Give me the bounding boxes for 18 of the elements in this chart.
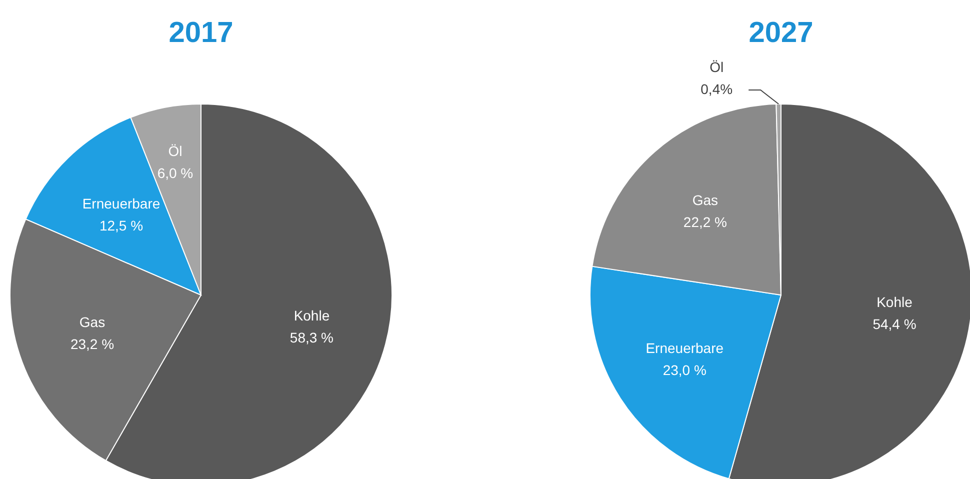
- chart-title: 2017: [168, 17, 234, 49]
- data-label: 54,4 %: [872, 316, 916, 332]
- data-label: 0,4%: [700, 81, 733, 98]
- data-label: 22,2 %: [683, 214, 728, 230]
- slice-label: Erneuerbare: [82, 196, 160, 212]
- slice-label: Gas: [79, 314, 106, 330]
- data-label: 6,0 %: [157, 164, 194, 181]
- data-label: 12,5 %: [99, 218, 144, 234]
- data-label: 23,2 %: [70, 336, 114, 352]
- data-label: 23,0 %: [662, 362, 706, 378]
- slice-label: Erneuerbare: [646, 340, 724, 356]
- data-label: 58,3 %: [290, 330, 334, 346]
- slice-label: Kohle: [294, 308, 330, 324]
- slice-label: Öl: [168, 142, 182, 159]
- chart-title: 2027: [748, 17, 814, 49]
- slice-label: Öl: [710, 59, 724, 76]
- slice-label: Kohle: [876, 294, 913, 310]
- slice-label: Gas: [692, 192, 718, 208]
